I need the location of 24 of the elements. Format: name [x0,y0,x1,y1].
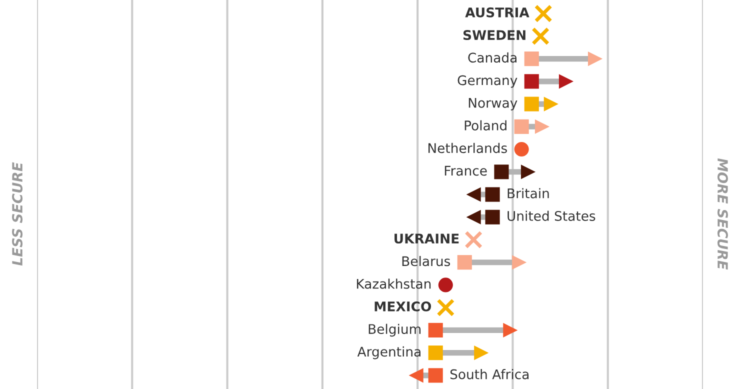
point [534,4,552,23]
y-tick-label: Norway [468,98,518,110]
y-tick-label: Poland [464,120,506,130]
point [436,298,455,317]
y-tick-label: SWEDEN [463,30,526,40]
text: LESS SECURE [12,162,23,266]
y-tick-label: Germany [458,75,518,88]
y-tick-label: UKRAINE [394,234,459,244]
y-tick-label: Netherlands [428,142,507,154]
y-tick-label: Britain [508,188,549,198]
y-tick-label: Argentina [357,346,420,360]
y-tick-label: France [444,166,487,176]
y-tick-label: United States [508,210,596,221]
y-tick-label: MEXICO [374,301,432,312]
y-tick-label: Kazakhstan [356,278,431,289]
point [438,278,453,292]
y-tick-label: Canada [468,52,516,63]
y-tick-label: AUSTRIA [465,7,530,18]
text: MORE SECURE [717,158,728,270]
point [514,142,529,157]
y-tick-label: Belarus [402,256,450,266]
point [532,27,550,46]
y-tick-label: South Africa [450,369,529,380]
y-tick-label: Belgium [368,324,421,337]
